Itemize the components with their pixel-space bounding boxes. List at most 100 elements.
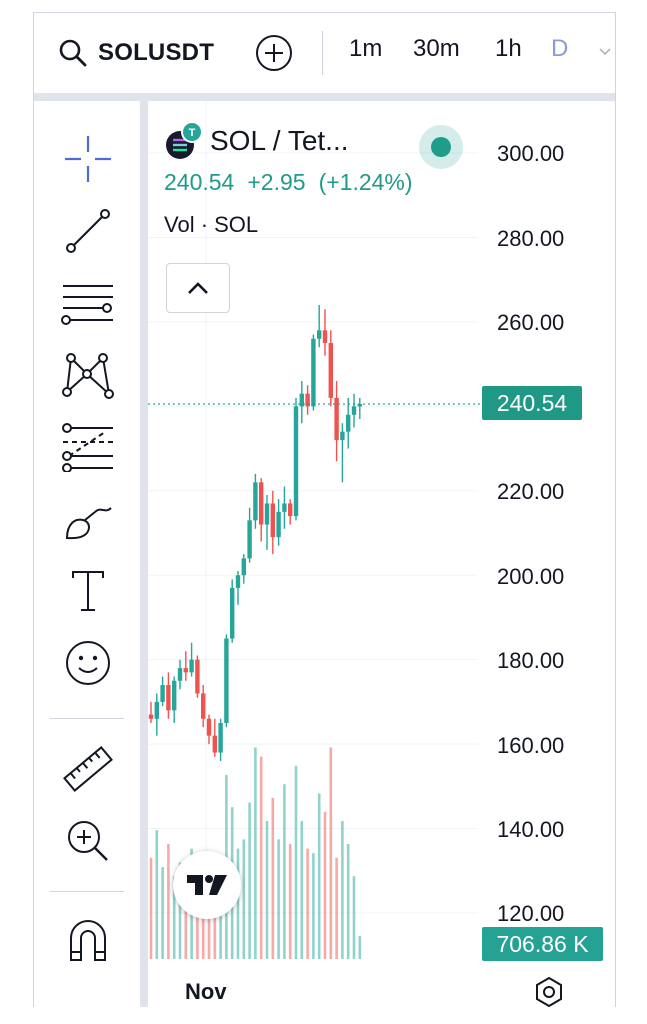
emoji-tool[interactable] <box>56 631 120 695</box>
candle-body <box>259 482 264 525</box>
candle-body <box>264 503 270 525</box>
volume-bar <box>341 821 344 959</box>
magnet-tool[interactable] <box>56 909 120 973</box>
candle-body <box>322 330 328 343</box>
volume-bar <box>294 765 298 959</box>
symbol-search[interactable]: SOLUSDT <box>58 33 214 73</box>
trend-line-tool[interactable] <box>56 199 120 263</box>
volume-bar <box>248 802 251 959</box>
chevron-up-icon <box>188 282 208 294</box>
text-tool[interactable] <box>56 559 120 623</box>
legend-collapse-button[interactable] <box>166 263 230 313</box>
candle-body <box>160 685 165 702</box>
volume-bar <box>323 811 327 959</box>
candle-body <box>311 338 316 407</box>
legend-volume-label: Vol · SOL <box>164 212 259 237</box>
candle-body <box>288 503 293 517</box>
candle-body <box>148 714 154 719</box>
chart-area[interactable]: T SOL / Tet... 240.54 +2.95 (+1.24%) Vol… <box>148 101 615 1007</box>
candle-body <box>195 659 200 694</box>
svg-text:T: T <box>189 127 196 139</box>
trend-line-icon <box>66 209 110 253</box>
crosshair-tool[interactable] <box>56 127 120 191</box>
tools-divider <box>50 891 124 892</box>
solana-logo-icon: T <box>166 121 203 159</box>
volume-bar <box>196 885 199 959</box>
tradingview-logo-button[interactable] <box>173 851 241 919</box>
volume-bar <box>300 821 304 959</box>
chart-settings-icon[interactable] <box>532 975 566 1007</box>
coin-logo: T <box>164 121 204 161</box>
candle-body <box>328 343 333 398</box>
price-tick: 140.00 <box>497 817 565 842</box>
time-axis-label: Nov <box>185 979 227 1004</box>
candle-body <box>189 659 194 673</box>
candle-body <box>305 393 310 407</box>
candle-body <box>317 330 322 339</box>
timeframe-1m[interactable]: 1m <box>349 35 383 62</box>
chart-legend: T SOL / Tet... 240.54 +2.95 (+1.24%) Vol… <box>164 121 463 238</box>
volume-bar <box>271 798 275 959</box>
volume-bar <box>155 830 159 959</box>
candle-body <box>183 668 188 673</box>
candle-body <box>276 511 281 538</box>
horizontal-lines-tool[interactable] <box>56 271 120 335</box>
volume-bar <box>242 839 246 959</box>
volume-bar <box>254 747 257 959</box>
chevron-down-icon[interactable] <box>597 43 613 59</box>
volume-bar <box>178 862 182 959</box>
top-toolbar: SOLUSDT 1m 30m 1h D <box>34 13 615 93</box>
price-tick: 180.00 <box>497 648 565 673</box>
price-tick: 200.00 <box>497 564 565 589</box>
candle-body <box>224 638 229 723</box>
price-tick: 220.00 <box>497 479 565 504</box>
legend-price: 240.54 <box>164 169 235 195</box>
pattern-tool[interactable] <box>56 343 120 407</box>
timeframe-30m[interactable]: 30m <box>413 35 460 62</box>
candle-body <box>177 668 183 681</box>
candle-body <box>166 685 171 711</box>
candle-body <box>172 680 177 711</box>
candle-body <box>293 406 299 517</box>
market-status-indicator[interactable] <box>419 125 463 169</box>
legend-change: +2.95 <box>247 169 306 195</box>
volume-bar <box>317 793 321 959</box>
fib-tool[interactable] <box>56 415 120 479</box>
brush-tool[interactable] <box>56 487 120 551</box>
tools-divider <box>50 718 124 719</box>
candle-body <box>201 693 206 719</box>
candle-body <box>334 397 339 441</box>
timeframe-d[interactable]: D <box>551 35 569 62</box>
candle-body <box>253 482 258 521</box>
volume-bar <box>219 876 222 959</box>
toolbar-divider <box>322 31 323 75</box>
volume-bar <box>184 871 188 959</box>
compare-add-icon[interactable] <box>255 34 293 72</box>
candle-body <box>212 735 217 753</box>
volume-bar <box>329 747 333 959</box>
timeframe-1h[interactable]: 1h <box>495 35 522 62</box>
legend-change-pct: (+1.24%) <box>318 169 413 195</box>
panel-separator <box>140 101 148 1007</box>
volume-bar <box>312 853 315 959</box>
volume-bar <box>352 876 356 959</box>
pattern-icon <box>62 353 114 399</box>
volume-bar <box>265 821 269 959</box>
volume-bar <box>236 848 240 959</box>
volume-bar <box>358 936 362 959</box>
volume-bar <box>277 839 280 959</box>
search-icon <box>59 39 87 67</box>
zoom-tool[interactable] <box>56 809 120 873</box>
price-tick: 260.00 <box>497 310 565 335</box>
volume-bar <box>283 784 286 959</box>
market-open-dot <box>431 137 451 157</box>
volume-bar <box>167 844 170 959</box>
candle-body <box>346 414 351 432</box>
candle-body <box>241 558 246 576</box>
legend-price-row: 240.54 +2.95 (+1.24%) <box>164 169 413 196</box>
volume-bar <box>213 903 217 959</box>
candle-body <box>235 575 241 588</box>
fib-icon <box>62 423 113 472</box>
emoji-icon <box>66 641 110 685</box>
ruler-tool[interactable] <box>56 737 120 801</box>
